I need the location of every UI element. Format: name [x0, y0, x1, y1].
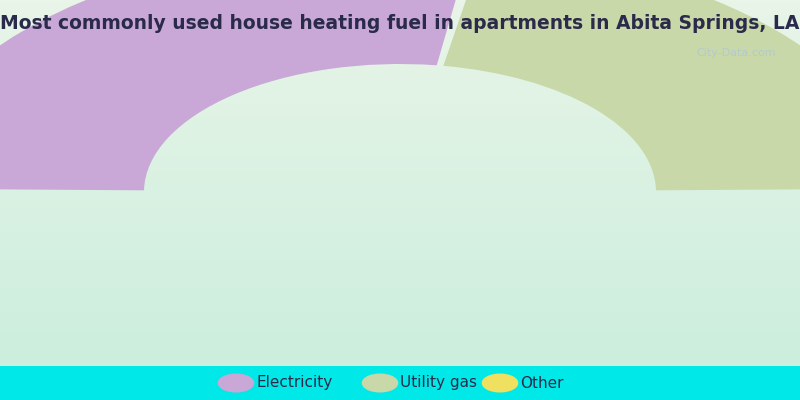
Circle shape	[482, 374, 518, 392]
Wedge shape	[443, 0, 800, 190]
Text: City-Data.com: City-Data.com	[696, 48, 776, 58]
Text: Other: Other	[520, 376, 563, 390]
Text: Most commonly used house heating fuel in apartments in Abita Springs, LA: Most commonly used house heating fuel in…	[0, 14, 800, 33]
Circle shape	[218, 374, 254, 392]
Circle shape	[362, 374, 398, 392]
Text: Utility gas: Utility gas	[400, 376, 477, 390]
Wedge shape	[0, 0, 471, 190]
Bar	[0, 366, 800, 400]
Text: Electricity: Electricity	[256, 376, 332, 390]
